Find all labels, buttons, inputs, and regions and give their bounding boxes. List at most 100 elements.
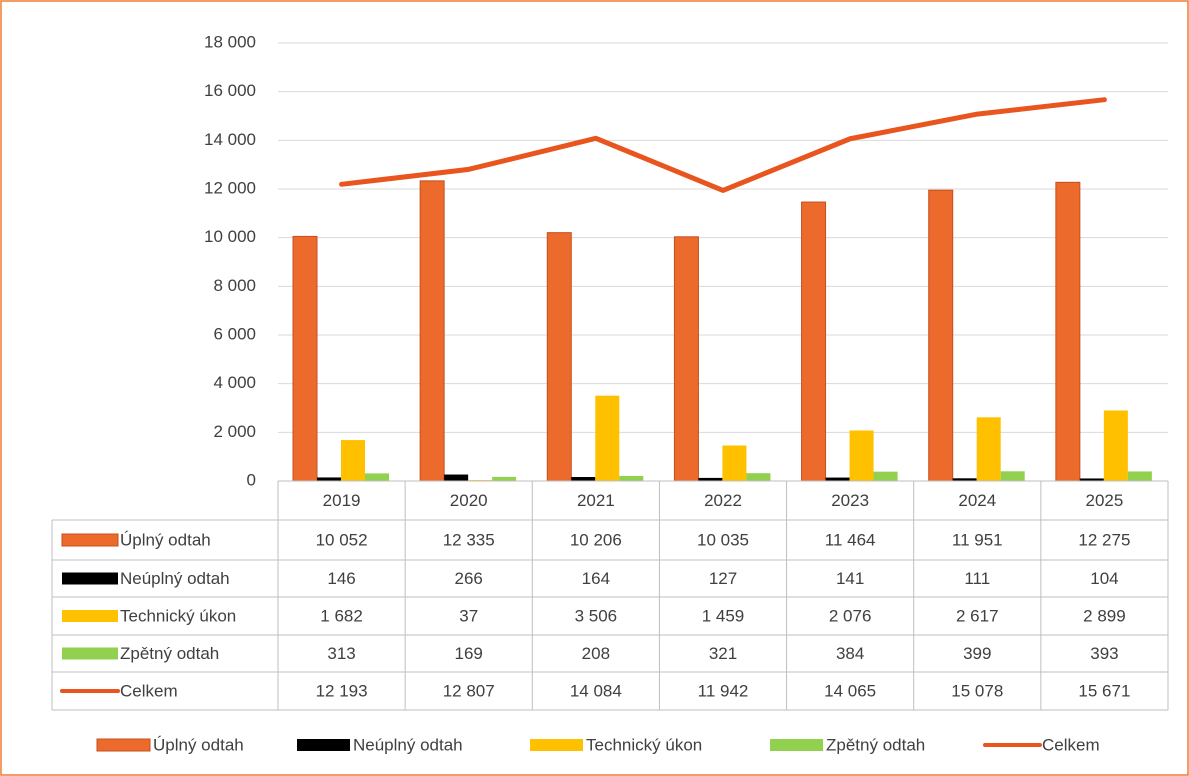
y-tick-label: 6 000 — [213, 324, 256, 343]
table-row-label: Celkem — [120, 681, 178, 700]
bar — [419, 180, 445, 482]
legend-key — [530, 739, 583, 751]
table-cell: 1 459 — [702, 606, 745, 625]
bar — [873, 471, 898, 481]
table-cell: 10 035 — [697, 530, 749, 549]
bar — [698, 477, 723, 481]
legend-label: Úplný odtah — [153, 735, 244, 754]
table-cell: 127 — [709, 569, 737, 588]
x-tick-label: 2020 — [450, 491, 488, 510]
table-cell: 1 682 — [320, 606, 363, 625]
bar — [1079, 478, 1104, 481]
table-cell: 141 — [836, 569, 864, 588]
bar — [1055, 181, 1081, 482]
bar — [976, 417, 1001, 481]
legend-key — [297, 739, 350, 751]
table-cell: 146 — [327, 569, 355, 588]
table-cell: 15 078 — [951, 681, 1003, 700]
x-tick-label: 2022 — [704, 491, 742, 510]
bar — [571, 477, 596, 481]
table-cell: 169 — [455, 644, 483, 663]
y-tick-label: 8 000 — [213, 276, 256, 295]
y-tick-label: 10 000 — [204, 227, 256, 246]
table-cell: 208 — [582, 644, 610, 663]
bar — [801, 201, 827, 482]
table-legend-key — [62, 610, 118, 622]
bar — [825, 477, 850, 481]
table-legend-key — [62, 647, 118, 660]
bar — [365, 473, 389, 481]
table-row-label: Neúplný odtah — [120, 569, 230, 588]
bar — [722, 445, 747, 481]
table-cell: 11 942 — [698, 681, 749, 700]
bar — [619, 475, 644, 481]
table-cell: 104 — [1090, 569, 1118, 588]
bar — [595, 395, 620, 481]
table-cell: 111 — [964, 569, 990, 588]
table-cell: 11 951 — [952, 530, 1003, 549]
bar — [292, 235, 318, 482]
table-cell: 313 — [327, 644, 355, 663]
table-cell: 10 052 — [316, 530, 368, 549]
table-cell: 12 335 — [443, 530, 495, 549]
y-tick-label: 12 000 — [204, 178, 256, 197]
bar — [1103, 410, 1128, 481]
bar — [492, 476, 517, 481]
x-tick-label: 2023 — [831, 491, 869, 510]
table-cell: 14 065 — [824, 681, 876, 700]
table-row-label: Úplný odtah — [120, 530, 211, 549]
bar — [952, 478, 977, 481]
table-cell: 3 506 — [575, 606, 618, 625]
bar — [746, 473, 771, 481]
legend-label: Celkem — [1042, 735, 1100, 754]
y-tick-label: 16 000 — [204, 81, 256, 100]
table-cell: 164 — [582, 569, 610, 588]
table-cell: 393 — [1090, 644, 1118, 663]
table-cell: 399 — [963, 644, 991, 663]
bar — [444, 474, 469, 481]
table-cell: 11 464 — [825, 530, 876, 549]
table-legend-key — [62, 572, 118, 585]
table-cell: 2 617 — [956, 606, 999, 625]
legend-label: Zpětný odtah — [826, 735, 925, 754]
table-cell: 12 193 — [316, 681, 368, 700]
table-cell: 12 807 — [443, 681, 495, 700]
bar — [1000, 471, 1025, 481]
legend-label: Neúplný odtah — [353, 735, 463, 754]
x-tick-label: 2021 — [577, 491, 615, 510]
x-tick-label: 2019 — [323, 491, 361, 510]
y-tick-label: 0 — [247, 470, 256, 489]
table-cell: 384 — [836, 644, 864, 663]
table-row-label: Technický úkon — [120, 606, 236, 625]
bar — [341, 440, 365, 481]
x-tick-label: 2025 — [1086, 491, 1124, 510]
x-tick-label: 2024 — [958, 491, 996, 510]
bar — [317, 477, 341, 481]
line — [339, 97, 1107, 193]
table-row-label: Zpětný odtah — [120, 644, 219, 663]
bar — [1127, 471, 1152, 481]
bar — [546, 232, 572, 482]
table-cell: 15 671 — [1078, 681, 1130, 700]
table-cell: 14 084 — [570, 681, 622, 700]
table-cell: 266 — [455, 569, 483, 588]
bar — [928, 189, 954, 482]
legend-key — [770, 739, 823, 751]
y-tick-label: 2 000 — [213, 422, 256, 441]
bar — [673, 236, 699, 482]
table-cell: 12 275 — [1078, 530, 1130, 549]
table-cell: 2 899 — [1083, 606, 1126, 625]
table-cell: 321 — [709, 644, 737, 663]
legend-label: Technický úkon — [586, 735, 702, 754]
legend-key — [96, 738, 151, 752]
table-cell: 10 206 — [570, 530, 622, 549]
table-cell: 37 — [459, 606, 478, 625]
table-cell: 2 076 — [829, 606, 872, 625]
y-tick-label: 4 000 — [213, 373, 256, 392]
table-legend-key — [61, 533, 119, 547]
bar — [849, 430, 874, 481]
y-tick-label: 14 000 — [204, 130, 256, 149]
